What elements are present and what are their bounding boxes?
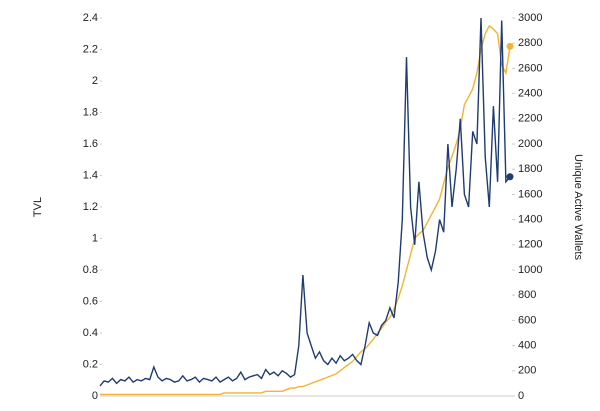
y-tick-label: 1.2 bbox=[83, 201, 98, 213]
y-tick-label: 0.8 bbox=[83, 264, 98, 276]
end-point bbox=[506, 42, 514, 50]
y2-tick-label: 400 bbox=[518, 340, 536, 352]
series-line bbox=[99, 17, 511, 387]
series-line bbox=[100, 24, 511, 396]
y2-tick-label: 2000 bbox=[518, 138, 542, 150]
y2-tick-label: 2200 bbox=[518, 113, 542, 125]
y2-tick-label: 200 bbox=[518, 365, 536, 377]
y-tick-label: 0.6 bbox=[83, 295, 98, 307]
y2-tick-label: 0 bbox=[518, 390, 524, 402]
y-tick-label: 1.6 bbox=[83, 138, 98, 150]
y2-tick-label: 1600 bbox=[518, 188, 542, 200]
y-axis-title: TVL bbox=[32, 197, 44, 217]
y2-tick-label: 2600 bbox=[518, 62, 542, 74]
y2-axis-title: Unique Active Wallets bbox=[572, 154, 584, 260]
y2-tick-label: 3000 bbox=[518, 12, 542, 24]
y2-tick-label: 2800 bbox=[518, 37, 542, 49]
end-point bbox=[506, 173, 514, 181]
y-tick-label: 2.2 bbox=[83, 43, 98, 55]
y2-tick-label: 1000 bbox=[518, 264, 542, 276]
y-tick-label: 1 bbox=[92, 232, 98, 244]
y2-tick-label: 2400 bbox=[518, 88, 542, 100]
y-tick-label: 0 bbox=[92, 390, 98, 402]
y2-tick-label: 1400 bbox=[518, 214, 542, 226]
y2-tick-label: 600 bbox=[518, 314, 536, 326]
y2-tick-label: 1800 bbox=[518, 163, 542, 175]
y-tick-label: 1.4 bbox=[83, 169, 98, 181]
y-tick-label: 0.4 bbox=[83, 327, 98, 339]
y2-tick-label: 800 bbox=[518, 289, 536, 301]
y-tick-label: 0.2 bbox=[83, 358, 98, 370]
y-tick-label: 1.8 bbox=[83, 106, 98, 118]
y-tick-label: 2.4 bbox=[83, 12, 98, 24]
y2-tick-label: 1200 bbox=[518, 239, 542, 251]
y-tick-label: 2 bbox=[92, 75, 98, 87]
